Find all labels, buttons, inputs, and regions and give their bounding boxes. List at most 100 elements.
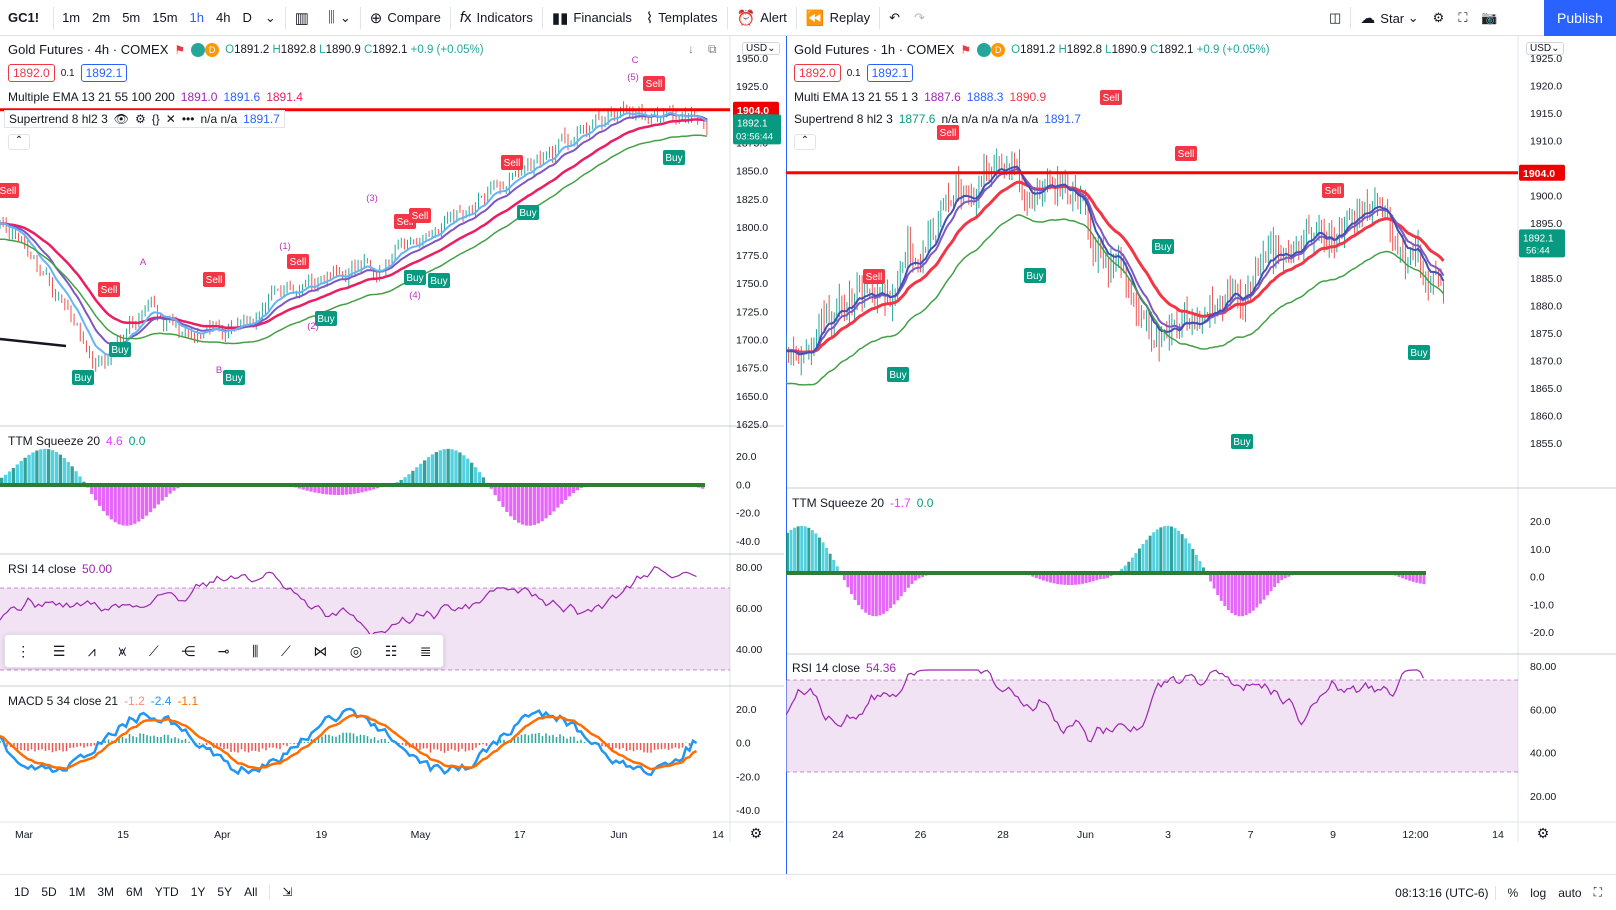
- range-3M[interactable]: 3M: [91, 885, 120, 899]
- left-chart-canvas[interactable]: 1950.01925.01900.01875.01850.01825.01800…: [0, 36, 784, 874]
- date-range-calendar-icon[interactable]: ⇲: [269, 885, 298, 899]
- left-ask[interactable]: 1892.1: [81, 64, 128, 82]
- interval-D[interactable]: D: [236, 0, 257, 36]
- interval-1h[interactable]: 1h: [184, 0, 210, 36]
- line-tool-icon[interactable]: ⟋: [281, 643, 291, 660]
- layout-icon[interactable]: ◫: [1322, 0, 1348, 36]
- right-ttm-bar: [1134, 553, 1137, 573]
- undo-button[interactable]: ↶: [882, 0, 907, 36]
- more-icon[interactable]: •••: [182, 112, 195, 126]
- left-rsi-legend[interactable]: RSI 14 close 50.00: [8, 562, 112, 576]
- clock[interactable]: 08:13:16 (UTC-6): [1389, 886, 1494, 900]
- fib-spiral-icon[interactable]: ◎: [350, 643, 362, 660]
- interval-2m[interactable]: 2m: [86, 0, 116, 36]
- source-code-icon[interactable]: {}: [152, 112, 160, 126]
- right-ttm-bar: [861, 573, 864, 609]
- range-All[interactable]: All: [238, 885, 263, 899]
- templates-button[interactable]: ⌇Templates: [639, 0, 725, 36]
- left-ttm-legend[interactable]: TTM Squeeze 20 4.6 0.0: [8, 434, 145, 448]
- alert-button[interactable]: ⏰Alert: [730, 0, 794, 36]
- left-ttm-bar: [114, 485, 117, 522]
- trend-line-icon[interactable]: ⟋: [149, 643, 159, 660]
- right-ttm-bar: [864, 573, 867, 613]
- right-currency-button[interactable]: USD⌄: [1526, 42, 1564, 55]
- financials-button[interactable]: ▮▮Financials: [545, 0, 639, 36]
- right-chart-canvas[interactable]: 1925.01920.01915.01910.01905.01900.01895…: [786, 36, 1616, 874]
- abc-pattern-icon[interactable]: ⩙: [118, 643, 126, 660]
- pitchfork-icon[interactable]: ⋲: [181, 643, 195, 660]
- range-1D[interactable]: 1D: [8, 885, 35, 899]
- interval-15m[interactable]: 15m: [146, 0, 183, 36]
- layout-name-button[interactable]: ☁Star ⌄: [1353, 0, 1425, 36]
- chart-type-icon[interactable]: ⫼⌄: [321, 0, 358, 36]
- fib-channel-icon[interactable]: ☷: [385, 643, 398, 660]
- left-macd-legend[interactable]: MACD 5 34 close 21 -1.2 -2.4 -1.1: [8, 694, 198, 708]
- close-icon[interactable]: ✕: [166, 112, 176, 126]
- right-chart[interactable]: 1925.01920.01915.01910.01905.01900.01895…: [786, 36, 1616, 874]
- right-ttm-bar: [850, 573, 853, 594]
- collapse-legend-chevron-up-icon[interactable]: ⌃: [8, 134, 30, 150]
- range-5Y[interactable]: 5Y: [211, 885, 238, 899]
- left-axis-settings-gear-icon: ⚙: [750, 825, 763, 841]
- scroll-down-icon[interactable]: ↓: [688, 42, 694, 56]
- range-1M[interactable]: 1M: [63, 885, 92, 899]
- range-YTD[interactable]: YTD: [149, 885, 185, 899]
- right-ttm-bar: [797, 526, 800, 573]
- maximize-icon[interactable]: ⧉: [708, 42, 717, 57]
- interval-4h[interactable]: 4h: [210, 0, 236, 36]
- right-ttm-bar: [1220, 573, 1223, 601]
- elliott-wave-icon[interactable]: ⩘: [88, 643, 96, 660]
- left-currency-button[interactable]: USD⌄: [742, 42, 780, 55]
- right-ttm-bar: [1273, 573, 1276, 587]
- drag-handle-icon[interactable]: ⋮: [16, 643, 30, 660]
- xabcd-pattern-icon[interactable]: ⋈: [313, 643, 327, 660]
- range-5D[interactable]: 5D: [35, 885, 62, 899]
- left-ttm-bar: [133, 485, 136, 524]
- right-ema-legend[interactable]: Multi EMA 13 21 55 1 3 1887.6 1888.3 189…: [794, 90, 1046, 104]
- symbol-search[interactable]: GC1!: [0, 0, 51, 36]
- gann-fan-icon[interactable]: ≣: [420, 643, 432, 660]
- right-ttm-legend[interactable]: TTM Squeeze 20 -1.7 0.0: [792, 496, 933, 510]
- log-toggle[interactable]: log: [1524, 886, 1552, 900]
- left-close: 1892.1: [372, 44, 407, 56]
- bars-pattern-icon[interactable]: ⫼: [252, 643, 258, 660]
- auto-toggle[interactable]: auto: [1552, 886, 1587, 900]
- interval-dropdown-icon[interactable]: ⌄: [258, 0, 283, 36]
- fullscreen-corners-icon[interactable]: ⛶: [1588, 885, 1608, 900]
- redo-button[interactable]: ↷: [907, 0, 932, 36]
- left-chart[interactable]: 1950.01925.01900.01875.01850.01825.01800…: [0, 36, 784, 874]
- interval-1m[interactable]: 1m: [56, 0, 86, 36]
- right-ask[interactable]: 1892.1: [867, 64, 914, 82]
- collapse-legend-chevron-up-icon[interactable]: ⌃: [794, 134, 816, 150]
- compare-button[interactable]: ⊕Compare: [363, 0, 448, 36]
- settings-icon[interactable]: ⚙: [135, 112, 146, 126]
- right-supertrend-legend[interactable]: Supertrend 8 hl2 3 1877.6 n/a n/a n/a n/…: [794, 112, 1081, 126]
- left-ttm-bar: [556, 485, 559, 508]
- settings-gear-icon[interactable]: ⚙: [1426, 0, 1452, 36]
- fib-retracement-icon[interactable]: ☰: [53, 643, 66, 660]
- range-6M[interactable]: 6M: [120, 885, 149, 899]
- publish-button[interactable]: Publish: [1544, 0, 1616, 36]
- left-supertrend-legend[interactable]: Supertrend 8 hl2 3 👁 ⚙ {} ✕ ••• n/a n/a …: [4, 110, 285, 128]
- interval-5m[interactable]: 5m: [116, 0, 146, 36]
- bar-style-icon[interactable]: ▥: [288, 0, 321, 36]
- redo-icon: ↷: [914, 10, 925, 26]
- right-ttm-bar: [1255, 573, 1258, 607]
- left-ttm-bar: [137, 485, 140, 522]
- financials-label: Financials: [573, 10, 632, 25]
- eye-icon[interactable]: 👁: [114, 112, 129, 126]
- left-bid[interactable]: 1892.0: [8, 64, 55, 82]
- right-price-tick: 1885.0: [1530, 273, 1562, 285]
- replay-button[interactable]: ⏪Replay: [799, 0, 877, 36]
- fullscreen-icon[interactable]: ⛶: [1451, 0, 1474, 36]
- camera-icon[interactable]: 📷: [1474, 0, 1504, 36]
- left-ema-legend[interactable]: Multiple EMA 13 21 55 100 200 1891.0 189…: [8, 90, 303, 104]
- sell-signal-label: Sell: [504, 158, 521, 169]
- horizontal-ray-icon[interactable]: ⊸: [218, 643, 230, 660]
- percent-toggle[interactable]: %: [1495, 886, 1525, 900]
- range-1Y[interactable]: 1Y: [185, 885, 212, 899]
- divider: [879, 7, 880, 29]
- right-rsi-legend[interactable]: RSI 14 close 54.36: [792, 661, 896, 675]
- right-bid[interactable]: 1892.0: [794, 64, 841, 82]
